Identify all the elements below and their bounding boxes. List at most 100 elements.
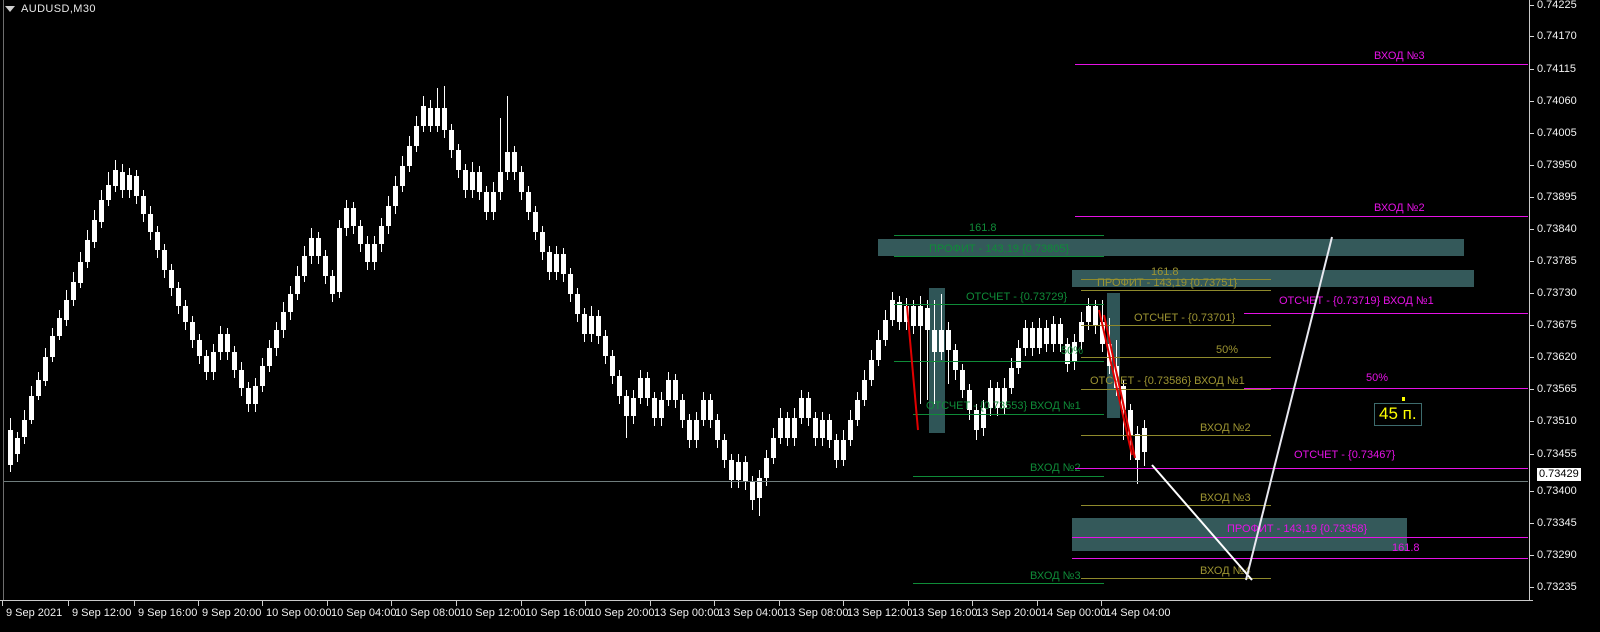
- price-tick-mark: [1530, 357, 1534, 358]
- green-vhod-3-line[interactable]: [913, 583, 1104, 584]
- magenta-vhod-3-line[interactable]: [1075, 64, 1528, 65]
- candle-body: [1037, 328, 1042, 348]
- olive-profit-73751-line[interactable]: [1081, 290, 1271, 291]
- green-otschet-73729-line[interactable]: [894, 304, 1104, 305]
- green-profit-73805-label: ПРОФИТ - 143,19 {0.73805}: [929, 243, 1070, 255]
- price-tick-mark: [1530, 133, 1534, 134]
- chevron-down-icon[interactable]: [5, 6, 15, 12]
- candle-body: [449, 130, 454, 150]
- olive-50pct-line[interactable]: [1081, 357, 1271, 358]
- candle-body: [92, 220, 97, 242]
- candle-body: [85, 240, 90, 262]
- magenta-161-8-line[interactable]: [1072, 558, 1528, 559]
- candle-body: [386, 206, 391, 226]
- green-otschet-73553-label: ОТСЧЕТ - {0.73553} ВХОД №1: [926, 400, 1081, 412]
- price-tick-label: 0.73455: [1537, 448, 1577, 460]
- price-tick-label: 0.73290: [1537, 549, 1577, 561]
- price-tick: 0.74115: [1530, 63, 1600, 76]
- time-tick-label: 14 Sep 00:00: [1041, 607, 1107, 619]
- price-tick-label: 0.73840: [1537, 223, 1577, 235]
- candle-body: [302, 256, 307, 276]
- plot-area[interactable]: 161.8 ПРОФИТ - 143,19 {0.73805} ОТСЧЕТ - {…: [4, 0, 1528, 600]
- candle-body: [1065, 344, 1070, 364]
- candle-body: [435, 108, 440, 126]
- price-tick-mark: [1530, 523, 1534, 524]
- time-tick-mark: [1101, 601, 1102, 606]
- candle-body: [1030, 328, 1035, 348]
- time-axis[interactable]: 9 Sep 2021 9 Sep 12:00 9 Sep 16:00 9 Sep 20…: [0, 601, 1533, 632]
- price-tick: 0.73235: [1530, 581, 1600, 594]
- price-tick: 0.73730: [1530, 287, 1600, 300]
- candle-body: [778, 418, 783, 438]
- red-trend-3[interactable]: [1103, 314, 1136, 459]
- candle-body: [1016, 348, 1021, 368]
- price-axis[interactable]: 0.74225 0.74170 0.74115 0.74060 0.74005 0.739…: [1530, 0, 1600, 600]
- candle-body: [393, 186, 398, 206]
- green-161-8-line[interactable]: [894, 235, 1104, 236]
- candle-body: [645, 378, 650, 398]
- green-vhod-2-line[interactable]: [913, 476, 1104, 477]
- time-tick-mark: [134, 601, 135, 606]
- magenta-50pct-line[interactable]: [1244, 388, 1528, 389]
- symbol-header[interactable]: AUDUSD,M30: [0, 0, 96, 18]
- time-tick-mark: [650, 601, 651, 606]
- candle-body: [883, 320, 888, 340]
- olive-vhod-4-line[interactable]: [1081, 578, 1271, 579]
- candle-body: [50, 336, 55, 357]
- candle-body: [155, 232, 160, 250]
- price-tick-label: 0.73345: [1537, 517, 1577, 529]
- candle-body: [981, 408, 986, 428]
- candle-body: [1002, 388, 1007, 408]
- candle-body: [358, 226, 363, 244]
- time-tick-label: 13 Sep 08:00: [783, 607, 849, 619]
- green-profit-73805-line[interactable]: [894, 256, 1104, 257]
- candle-body: [498, 172, 503, 192]
- time-tick-label: 9 Sep 16:00: [138, 607, 198, 619]
- candle-body: [141, 196, 146, 214]
- candle-body: [344, 208, 349, 228]
- olive-161-8-label: 161.8: [1151, 266, 1179, 278]
- candle-body: [274, 330, 279, 348]
- candle-body: [715, 420, 720, 440]
- red-trend-2[interactable]: [1098, 309, 1133, 456]
- candle-body: [547, 252, 552, 272]
- candle-body: [568, 274, 573, 294]
- candle-body: [827, 420, 832, 440]
- olive-vhod-2-line[interactable]: [1081, 435, 1271, 436]
- magenta-otschet-73467-line[interactable]: [1075, 468, 1528, 469]
- candle-body: [918, 306, 923, 326]
- candle-body: [1128, 410, 1133, 436]
- candle-body: [554, 254, 559, 272]
- time-tick-label: 14 Sep 04:00: [1105, 607, 1171, 619]
- olive-otschet-73586-line[interactable]: [1081, 389, 1271, 390]
- candle-body: [71, 282, 76, 300]
- candle-body: [617, 376, 622, 396]
- magenta-otschet-73719-line[interactable]: [1244, 313, 1528, 314]
- olive-vhod-3-line[interactable]: [1081, 505, 1271, 506]
- price-tick-label: 0.74170: [1537, 30, 1577, 42]
- magenta-161-8-label: 161.8: [1392, 542, 1420, 554]
- candle-body: [414, 126, 419, 146]
- pip-distance-label[interactable]: 45 п.: [1374, 403, 1422, 426]
- candle-body: [666, 380, 671, 400]
- green-otschet-73553-line[interactable]: [913, 414, 1104, 415]
- candle-body: [323, 256, 328, 276]
- candle-body: [540, 232, 545, 252]
- candle-body: [890, 300, 895, 320]
- price-tick-mark: [1530, 454, 1534, 455]
- candle-body: [673, 380, 678, 400]
- magenta-vhod-2-line[interactable]: [1075, 216, 1528, 217]
- olive-otschet-73701-line[interactable]: [1081, 325, 1271, 326]
- candle-body: [351, 208, 356, 226]
- olive-161-8-line[interactable]: [1081, 279, 1271, 280]
- white-trend-down[interactable]: [1151, 464, 1253, 581]
- green-50pct-line[interactable]: [894, 361, 1104, 362]
- time-tick-label: 10 Sep 16:00: [525, 607, 591, 619]
- magenta-profit-73358-line[interactable]: [1072, 537, 1528, 538]
- current-price-label: 0.73429: [1530, 468, 1600, 481]
- red-trend-1[interactable]: [906, 305, 919, 431]
- white-trend-up[interactable]: [1245, 236, 1333, 581]
- candle-body: [820, 420, 825, 438]
- price-tick: 0.73620: [1530, 351, 1600, 364]
- candle-body: [99, 200, 104, 222]
